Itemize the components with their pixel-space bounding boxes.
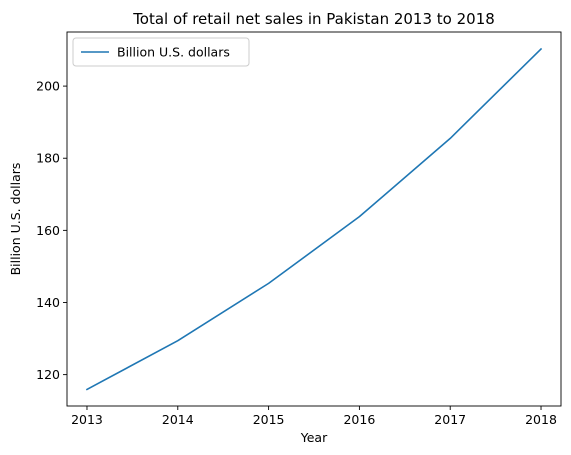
legend-label-0: Billion U.S. dollars <box>117 45 230 60</box>
x-tick-label-2016: 2016 <box>343 412 375 427</box>
axes-frame <box>66 31 562 407</box>
y-tick-label-120: 120 <box>36 367 60 382</box>
y-tick-label-160: 160 <box>36 223 60 238</box>
x-tick-label-2013: 2013 <box>71 412 103 427</box>
series-line-0 <box>85 47 543 391</box>
y-tick-label-180: 180 <box>36 151 60 166</box>
x-tick-label-2015: 2015 <box>253 412 285 427</box>
y-axis-label: Billion U.S. dollars <box>8 163 23 276</box>
chart-title: Total of retail net sales in Pakistan 20… <box>132 10 495 28</box>
plot-area: 2013 2014 2015 2016 2017 2018 120 140 160 180 200 B… <box>36 31 562 427</box>
x-tick-label-2018: 2018 <box>525 412 557 427</box>
x-tick-label-2014: 2014 <box>162 412 194 427</box>
y-tick-label-140: 140 <box>36 295 60 310</box>
y-tick-label-200: 200 <box>36 79 60 94</box>
legend-box <box>72 37 250 67</box>
x-tick-label-2017: 2017 <box>434 412 466 427</box>
x-axis-label: Year <box>300 430 328 445</box>
